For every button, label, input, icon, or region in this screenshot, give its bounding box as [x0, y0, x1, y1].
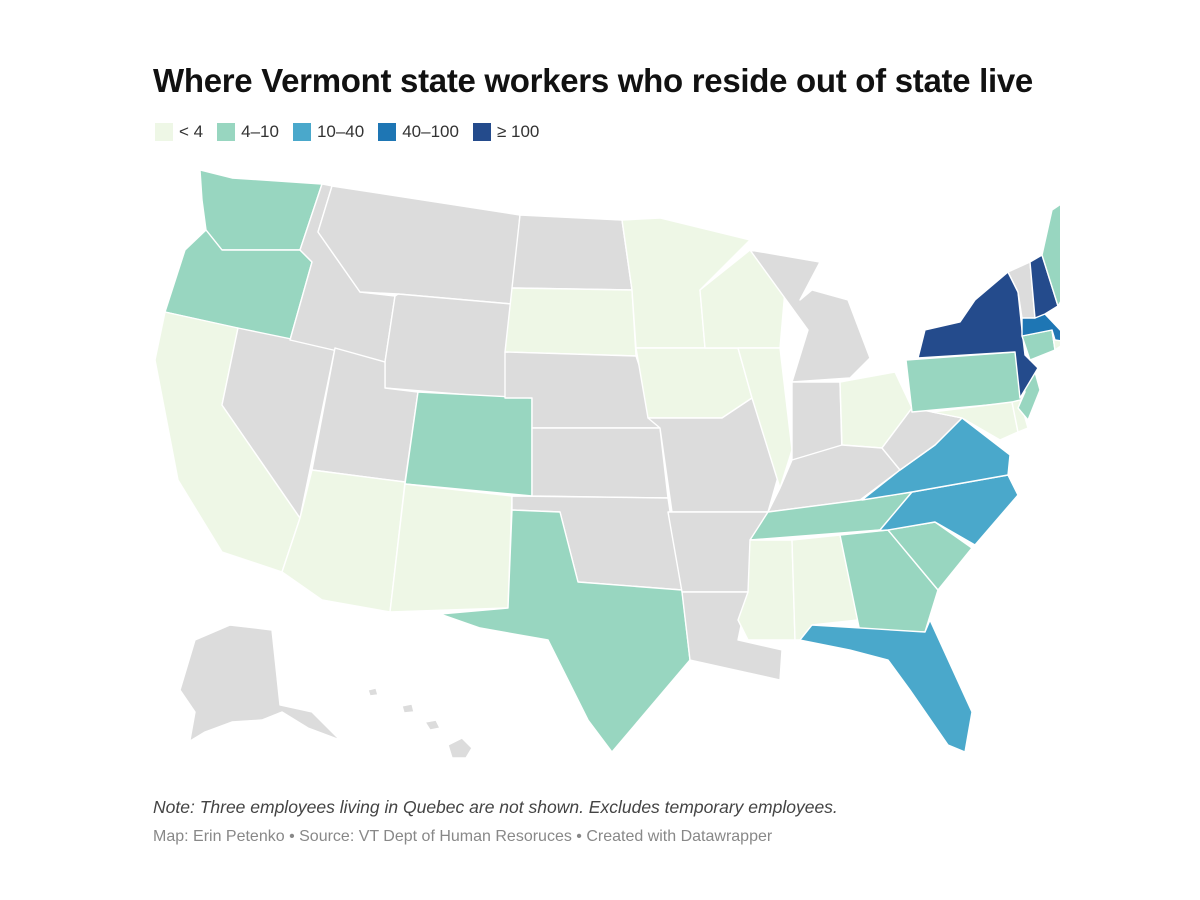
legend-item-lt4: < 4: [155, 122, 203, 142]
state-iowa[interactable]: [635, 347, 753, 419]
legend-item-gte100: ≥ 100: [472, 122, 540, 142]
state-colorado[interactable]: [404, 391, 533, 497]
legend-swatch-10-40: [292, 123, 311, 141]
legend-swatch-4-10: [217, 123, 236, 141]
map-credit: Map: Erin Petenko • Source: VT Dept of H…: [153, 828, 773, 845]
legend-swatch-gte100: [472, 123, 491, 141]
state-michigan[interactable]: [749, 249, 871, 383]
state-hawaii[interactable]: [447, 737, 473, 759]
map-note: Note: Three employees living in Quebec a…: [153, 797, 838, 817]
state-new-hampshire[interactable]: [1029, 254, 1059, 319]
state-alaska[interactable]: [159, 624, 341, 763]
state-maine[interactable]: [1041, 198, 1060, 307]
state-wyoming[interactable]: [384, 293, 513, 399]
legend-label-lt4: < 4: [179, 122, 204, 141]
state-florida[interactable]: [799, 619, 973, 753]
legend-item-40-100: 40–100: [378, 122, 459, 142]
legend-label-gte100: ≥ 100: [496, 122, 540, 141]
state-kansas[interactable]: [531, 427, 669, 499]
state-new-mexico[interactable]: [389, 483, 513, 613]
state-north-dakota[interactable]: [511, 214, 633, 291]
legend: < 4 4–10 10–40 40–100 ≥ 100: [155, 122, 539, 142]
legend-swatch-lt4: [155, 123, 173, 141]
state-hawaii-maui[interactable]: [424, 719, 441, 731]
state-missouri[interactable]: [647, 397, 781, 513]
state-south-dakota[interactable]: [504, 287, 637, 357]
legend-label-4-10: 4–10: [241, 122, 279, 141]
state-delaware[interactable]: [1011, 399, 1029, 433]
legend-label-10-40: 10–40: [316, 122, 365, 141]
state-illinois[interactable]: [737, 347, 793, 489]
legend-item-10-40: 10–40: [292, 122, 365, 142]
state-massachusetts[interactable]: [1021, 313, 1060, 342]
state-maryland[interactable]: [931, 401, 1019, 441]
legend-item-4-10: 4–10: [217, 122, 279, 142]
state-vermont[interactable]: [1007, 261, 1036, 319]
state-idaho[interactable]: [289, 183, 396, 363]
legend-label-40-100: 40–100: [402, 122, 459, 141]
legend-swatch-40-100: [378, 123, 397, 141]
state-texas[interactable]: [439, 509, 691, 753]
us-states-map: [154, 169, 1060, 763]
state-new-york[interactable]: [917, 271, 1039, 399]
map-title: Where Vermont state workers who reside o…: [153, 62, 1033, 99]
state-hawaii-kauai[interactable]: [367, 687, 379, 697]
state-hawaii-oahu[interactable]: [401, 703, 415, 714]
